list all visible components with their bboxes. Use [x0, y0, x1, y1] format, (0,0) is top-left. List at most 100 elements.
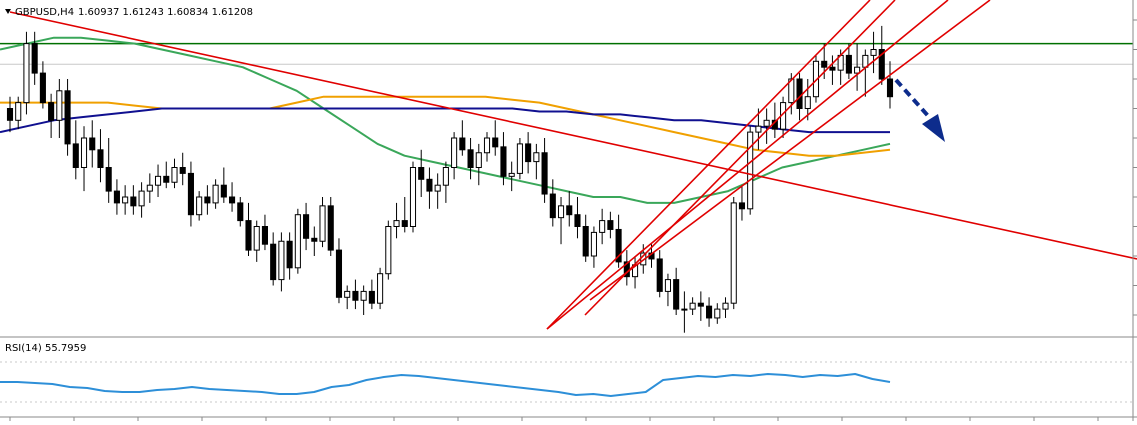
candle[interactable] — [763, 108, 770, 144]
candle[interactable] — [483, 132, 491, 162]
candle[interactable] — [122, 185, 129, 215]
candle[interactable] — [6, 96, 14, 133]
candle[interactable] — [442, 161, 449, 203]
candle[interactable] — [821, 43, 828, 79]
candle[interactable] — [80, 126, 88, 192]
candle[interactable] — [689, 297, 696, 315]
candle[interactable] — [409, 161, 417, 233]
candle[interactable] — [451, 132, 458, 180]
candle[interactable] — [311, 226, 318, 257]
candle[interactable] — [154, 164, 162, 197]
candle[interactable] — [870, 31, 877, 74]
candle[interactable] — [582, 214, 589, 262]
candle[interactable] — [212, 179, 219, 209]
candle[interactable] — [590, 226, 597, 268]
candle[interactable] — [64, 79, 71, 156]
candle[interactable] — [105, 138, 112, 203]
candle[interactable] — [697, 291, 704, 321]
candle[interactable] — [804, 79, 811, 121]
candle[interactable] — [418, 149, 425, 197]
candle[interactable] — [368, 279, 375, 310]
candle[interactable] — [533, 143, 540, 180]
candle[interactable] — [525, 132, 532, 174]
candle[interactable] — [294, 208, 301, 274]
candle[interactable] — [541, 138, 548, 203]
candle[interactable] — [89, 120, 96, 168]
candle[interactable] — [426, 167, 433, 209]
candle[interactable] — [829, 55, 836, 85]
candle[interactable] — [270, 232, 277, 286]
candle[interactable] — [845, 43, 852, 79]
candle[interactable] — [681, 291, 688, 333]
candle[interactable] — [615, 214, 622, 268]
projection-arrow-shaft[interactable] — [894, 78, 932, 120]
ascending-trendline-2[interactable] — [584, 0, 896, 316]
candle[interactable] — [344, 285, 351, 310]
candle[interactable] — [113, 179, 120, 215]
candle[interactable] — [664, 273, 671, 307]
candle[interactable] — [755, 108, 762, 150]
candle[interactable] — [286, 232, 293, 280]
candle[interactable] — [730, 197, 737, 310]
candle[interactable] — [508, 161, 515, 192]
candle[interactable] — [97, 129, 104, 183]
candle[interactable] — [738, 185, 746, 221]
candle[interactable] — [475, 143, 482, 186]
candle[interactable] — [812, 55, 820, 103]
candle[interactable] — [549, 179, 556, 227]
candle[interactable] — [253, 220, 260, 262]
candle[interactable] — [385, 220, 392, 280]
candle[interactable] — [706, 297, 713, 327]
candle[interactable] — [747, 126, 754, 215]
candle[interactable] — [220, 167, 227, 203]
chevron-down-icon[interactable] — [5, 9, 11, 14]
candle[interactable] — [607, 211, 614, 239]
candle[interactable] — [557, 197, 565, 245]
candle[interactable] — [886, 61, 894, 109]
candle[interactable] — [23, 31, 30, 115]
candle[interactable] — [401, 197, 408, 233]
candle[interactable] — [163, 161, 170, 189]
candle[interactable] — [516, 138, 523, 180]
candle[interactable] — [39, 61, 46, 109]
ascending-trendline-1[interactable] — [546, 0, 871, 330]
candle[interactable] — [138, 182, 145, 218]
candle[interactable] — [327, 197, 334, 256]
candle[interactable] — [72, 120, 79, 180]
candle[interactable] — [204, 185, 211, 215]
candle[interactable] — [352, 279, 359, 310]
candle[interactable] — [31, 31, 38, 85]
candle[interactable] — [722, 297, 729, 318]
candle[interactable] — [459, 120, 466, 156]
candle[interactable] — [245, 202, 252, 256]
candle[interactable] — [48, 93, 55, 138]
ascending-trendline-3[interactable] — [546, 0, 949, 330]
candle[interactable] — [467, 138, 474, 180]
candle[interactable] — [237, 197, 244, 227]
candle[interactable] — [179, 152, 186, 186]
candle[interactable] — [500, 132, 507, 186]
candle[interactable] — [574, 197, 581, 239]
candle[interactable] — [56, 79, 63, 138]
candle[interactable] — [187, 161, 194, 227]
candle[interactable] — [303, 202, 310, 251]
candle[interactable] — [492, 120, 499, 156]
descending-trendline[interactable] — [9, 11, 1137, 260]
candle[interactable] — [656, 250, 663, 298]
candle[interactable] — [434, 173, 441, 209]
candle[interactable] — [196, 191, 203, 221]
candle[interactable] — [171, 158, 178, 189]
candle[interactable] — [15, 96, 22, 130]
ascending-trendline-4[interactable] — [589, 0, 991, 301]
candle[interactable] — [878, 25, 885, 85]
candle[interactable] — [854, 43, 861, 91]
candle[interactable] — [229, 182, 236, 212]
candle[interactable] — [377, 267, 384, 310]
candle[interactable] — [319, 197, 326, 248]
candle[interactable] — [360, 285, 367, 316]
candle[interactable] — [566, 191, 573, 227]
candle[interactable] — [278, 232, 285, 292]
candle[interactable] — [599, 208, 606, 245]
candle[interactable] — [261, 214, 269, 251]
